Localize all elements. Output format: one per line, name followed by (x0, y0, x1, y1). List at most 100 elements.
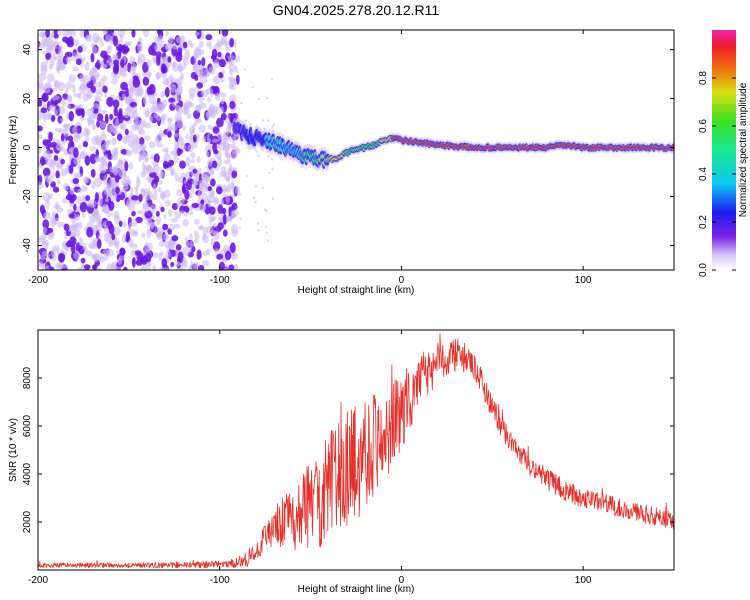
noise-blob (189, 232, 193, 241)
noise-blob (228, 121, 234, 129)
noise-blob (118, 108, 123, 116)
noise-blob (234, 185, 241, 196)
noise-dot (255, 150, 258, 153)
noise-blob (161, 258, 168, 268)
snr-series-line (38, 333, 674, 569)
noise-dot (245, 119, 248, 122)
noise-blob (182, 246, 191, 257)
noise-blob (50, 31, 55, 39)
noise-blob (164, 44, 169, 50)
noise-blob (97, 255, 105, 261)
noise-blob (42, 50, 47, 55)
noise-blob (62, 36, 69, 43)
noise-blob (201, 89, 205, 97)
snr-ytick-label: 4000 (22, 462, 33, 485)
noise-blob (122, 169, 126, 178)
noise-blob (47, 178, 53, 184)
noise-blob (190, 152, 196, 159)
noise-blob (82, 140, 89, 148)
noise-blob (175, 51, 183, 63)
noise-blob (148, 45, 155, 56)
noise-blob (183, 102, 187, 111)
snr-xtick-label: -100 (210, 575, 230, 586)
noise-blob (156, 71, 162, 80)
noise-blob (119, 247, 126, 256)
noise-blob (149, 222, 155, 230)
noise-blob (42, 219, 50, 229)
noise-blob (57, 179, 61, 185)
noise-blob (94, 192, 99, 203)
noise-blob (214, 248, 220, 254)
noise-blob (170, 249, 176, 257)
noise-blob (115, 117, 120, 128)
noise-blob (98, 78, 106, 88)
noise-blob (81, 75, 90, 85)
noise-blob (58, 252, 66, 262)
noise-blob (135, 142, 141, 150)
noise-blob (141, 232, 146, 238)
noise-blob (54, 127, 63, 133)
noise-blob (124, 41, 130, 47)
noise-blob (102, 85, 108, 94)
noise-blob (94, 62, 101, 69)
noise-blob (174, 132, 179, 138)
noise-blob (68, 74, 77, 84)
noise-blob (182, 219, 189, 227)
noise-blob (110, 191, 118, 202)
noise-blob (174, 261, 181, 267)
noise-dot (270, 158, 274, 161)
noise-blob (208, 206, 216, 215)
colorbar: 0.0 0.2 0.4 0.6 0.8 Normalized spectral ampl… (698, 30, 749, 277)
colorbar-tick-label: 0.0 (698, 263, 709, 277)
noise-blob (201, 57, 206, 67)
noise-dot (271, 167, 274, 171)
noise-blob (102, 249, 110, 257)
noise-blob (216, 39, 220, 48)
noise-blob (38, 134, 43, 140)
noise-blob (85, 250, 93, 257)
noise-blob (216, 117, 224, 128)
noise-blob (124, 175, 130, 183)
noise-blob (73, 93, 81, 98)
noise-blob (72, 125, 78, 136)
noise-blob (91, 123, 97, 131)
noise-blob (144, 157, 149, 163)
noise-blob (64, 123, 70, 129)
noise-blob (120, 58, 125, 69)
noise-blob (231, 229, 239, 237)
noise-blob (58, 106, 66, 114)
noise-blob (120, 81, 128, 91)
noise-blob (146, 228, 152, 239)
noise-blob (174, 117, 179, 123)
noise-blob (208, 40, 212, 51)
noise-blob (212, 126, 220, 134)
noise-blob (138, 37, 143, 42)
noise-blob (228, 264, 235, 270)
noise-blob (235, 74, 240, 85)
snr-xtick-label: 100 (575, 575, 592, 586)
noise-blob (179, 148, 183, 155)
noise-blob (138, 143, 147, 151)
noise-blob (210, 178, 216, 187)
noise-blob (125, 231, 130, 242)
noise-blob (90, 52, 95, 63)
noise-blob (118, 220, 123, 227)
noise-blob (77, 195, 82, 205)
noise-blob (206, 87, 214, 95)
noise-blob (167, 130, 172, 138)
noise-blob (222, 142, 231, 152)
noise-blob (78, 104, 83, 109)
noise-blob (138, 194, 143, 202)
noise-dot (261, 186, 265, 190)
noise-blob (68, 110, 75, 122)
snr-frame (37, 329, 675, 571)
noise-blob (193, 53, 198, 62)
noise-blob (202, 251, 209, 256)
noise-blob (225, 194, 230, 204)
noise-blob (193, 230, 199, 236)
noise-blob (222, 131, 229, 142)
spectrogram-xtick-label: 0 (399, 275, 405, 286)
noise-blob (191, 202, 199, 209)
noise-blob (111, 262, 117, 269)
